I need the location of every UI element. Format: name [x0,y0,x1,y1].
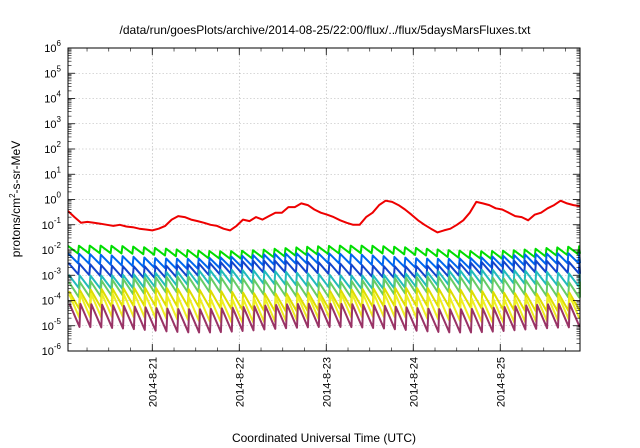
y-tick-label: 10-1 [42,216,62,232]
y-tick-label: 105 [44,64,61,80]
y-axis-label: protons/cm2-s-sr-MeV [8,141,23,257]
y-tick-label: 106 [44,39,61,55]
y-tick-label: 10-4 [42,292,62,308]
y-axis-label-sup: 2 [8,193,17,198]
x-tick-label: 2014-8-21 [147,357,159,407]
y-tick-label: 10-3 [42,266,62,282]
y-tick-label: 104 [44,90,61,106]
x-axis-label: Coordinated Universal Time (UTC) [232,431,416,445]
chart-title: /data/run/goesPlots/archive/2014-08-25/2… [120,23,532,37]
x-tick-label: 2014-8-22 [234,357,246,407]
y-tick-label: 101 [44,165,61,181]
series-line-6 [68,275,581,299]
y-axis-label-rest: -s-sr-MeV [9,141,23,194]
y-tick-label: 100 [44,191,61,207]
x-axis: 2014-8-21 2014-8-22 2014-8-23 2014-8-24 2014… [86,48,566,407]
x-tick-label: 2014-8-23 [321,357,333,407]
y-tick-label: 103 [44,115,61,131]
y-axis: 10-6 10-5 10-4 10-3 10-2 10-1 100 101 102 103 104 1… [42,39,580,358]
y-tick-label: 10-2 [42,241,62,257]
y-tick-label: 10-5 [42,317,62,333]
series-line-9 [68,302,581,334]
y-axis-label-base: protons/cm [9,198,23,257]
series-group [67,199,581,334]
y-tick-label: 102 [44,140,61,156]
y-tick-label: 10-6 [42,342,62,358]
x-tick-label: 2014-8-25 [495,357,507,407]
series-line-1 [67,199,581,234]
x-tick-label: 2014-8-24 [408,357,420,407]
